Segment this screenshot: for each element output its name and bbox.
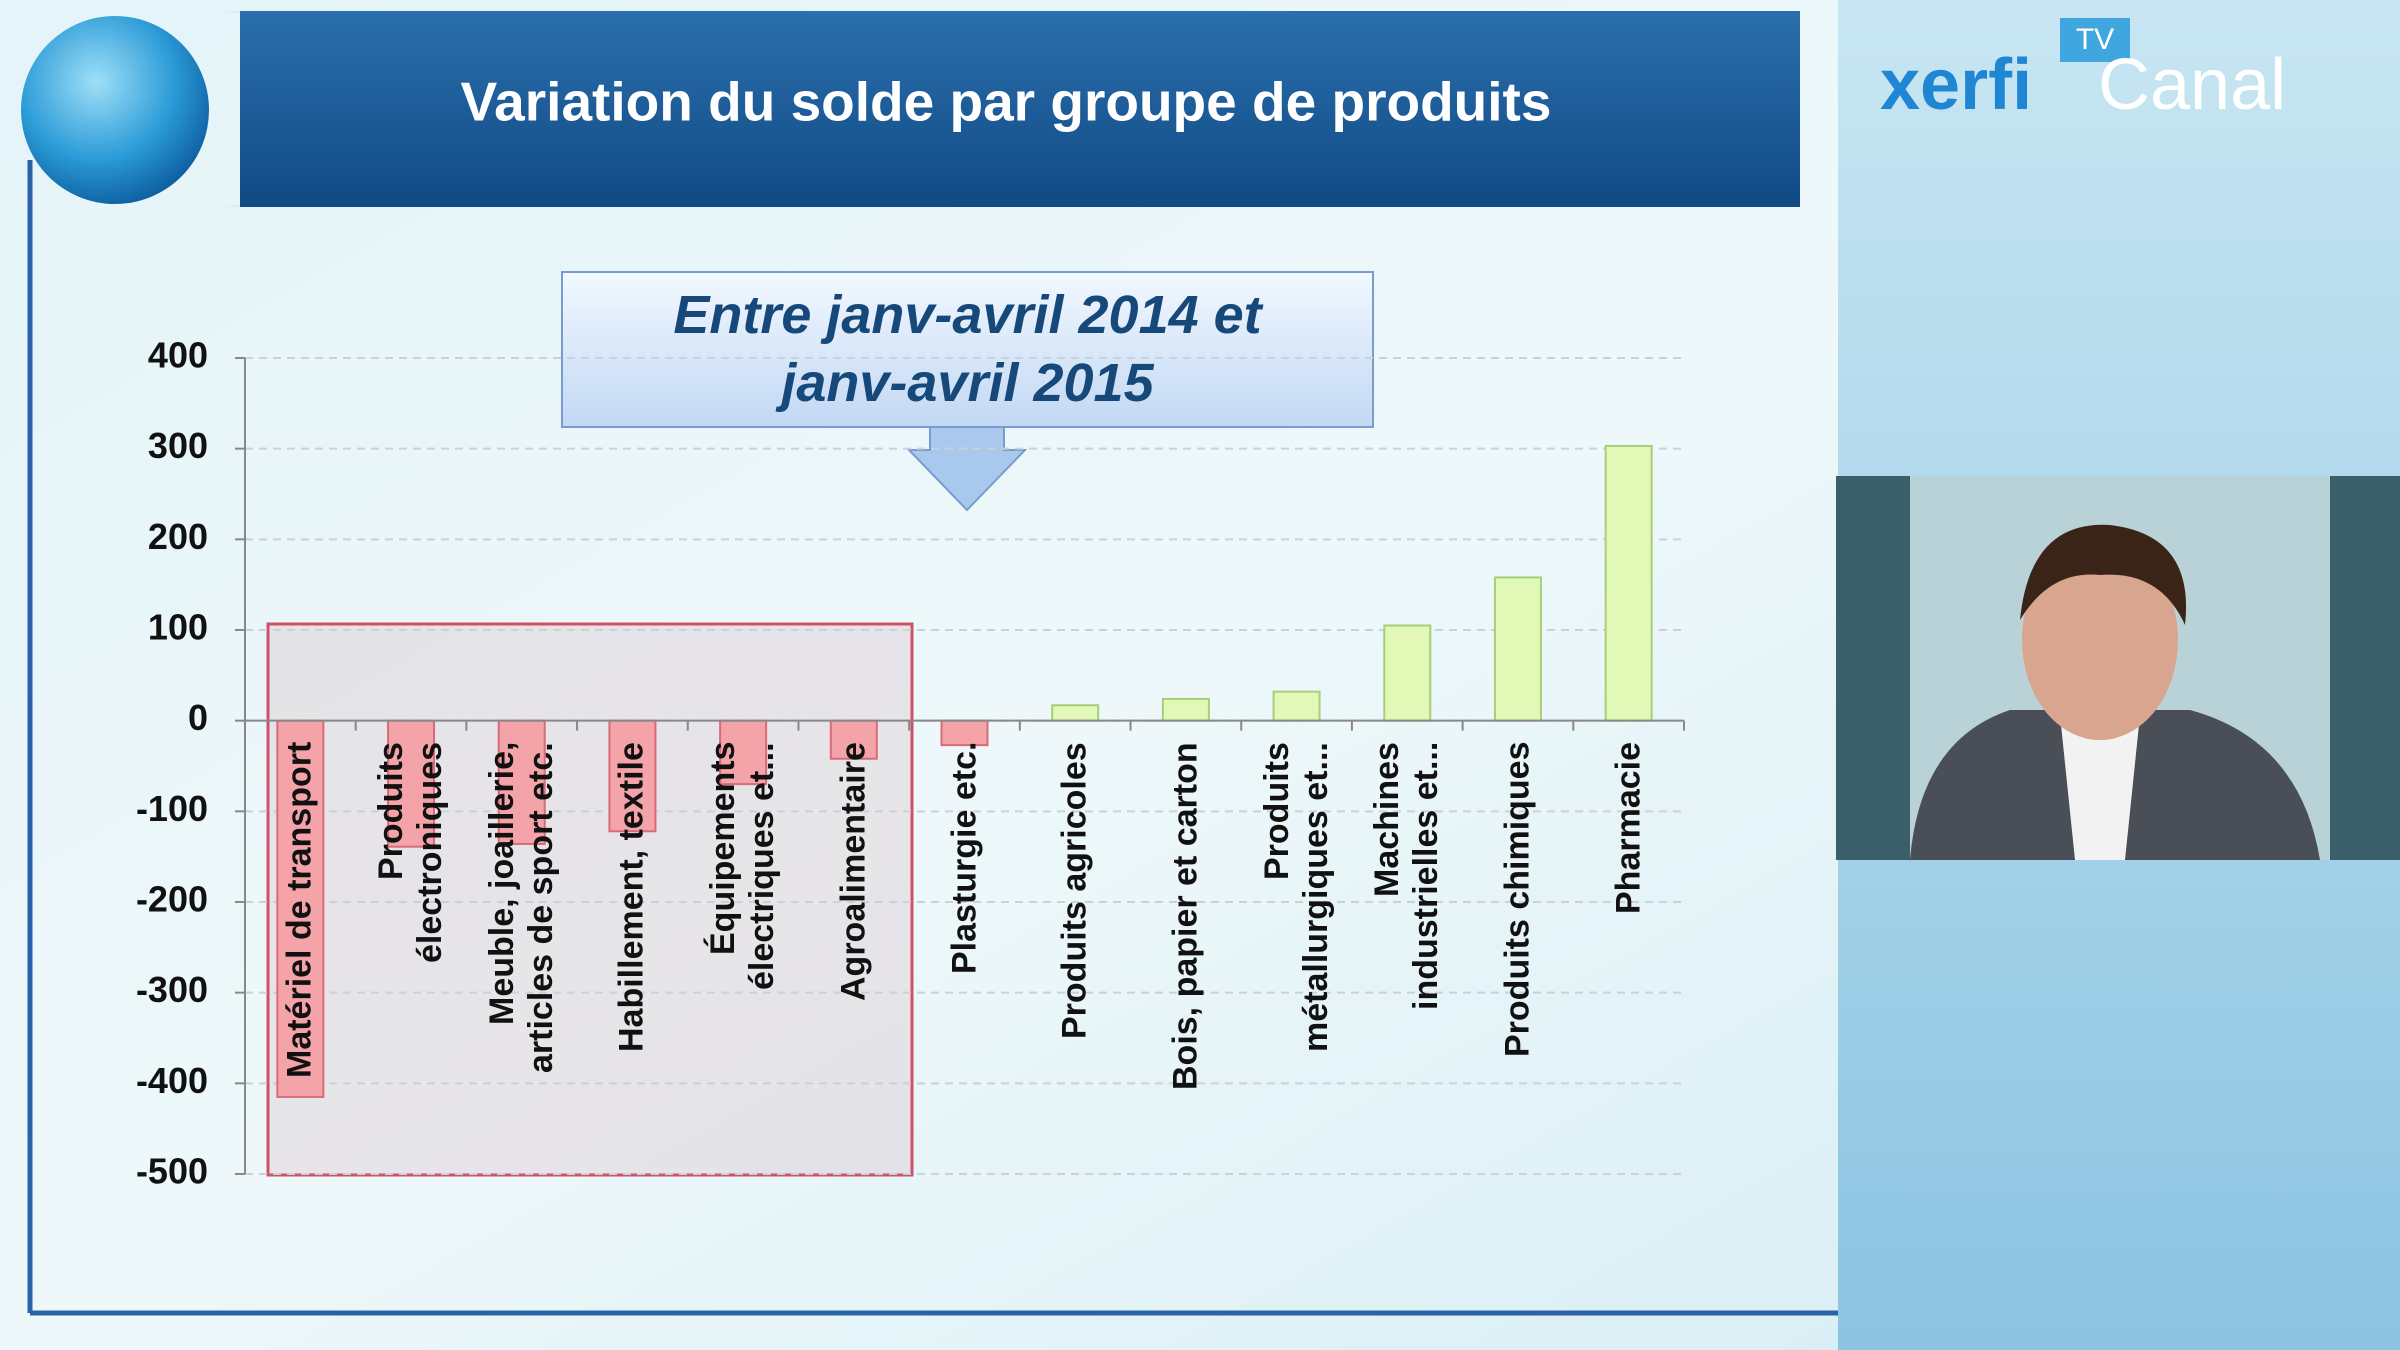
x-tick-label: Pharmacie bbox=[1609, 742, 1648, 914]
bar bbox=[1051, 704, 1100, 722]
x-tick-label: Meuble, joaillerie, articles de sport et… bbox=[482, 742, 560, 1073]
bar bbox=[1493, 576, 1542, 722]
annotation: Entre janv-avril 2014 et janv-avril 2015 bbox=[673, 285, 1262, 413]
x-tick-label: Produits agricoles bbox=[1055, 742, 1094, 1039]
y-tick-label: 300 bbox=[148, 425, 208, 466]
bar bbox=[276, 719, 325, 1098]
title-banner bbox=[240, 11, 1800, 207]
logo-badge-box bbox=[2060, 18, 2130, 62]
x-tick-label: Bois, papier et carton bbox=[1166, 742, 1205, 1090]
frame-line bbox=[27, 160, 1838, 1316]
bar bbox=[1272, 690, 1321, 722]
y-tick-label: 200 bbox=[148, 516, 208, 557]
logo-channel: Canal bbox=[2098, 45, 2286, 125]
x-tick-label: Produits électroniques bbox=[371, 742, 450, 964]
bar bbox=[387, 719, 436, 848]
bar bbox=[608, 719, 657, 833]
logo-brand: xerfi bbox=[1880, 45, 2032, 125]
y-tick-label: 0 bbox=[188, 697, 208, 738]
bar bbox=[1604, 444, 1653, 722]
bar bbox=[1161, 697, 1210, 722]
globe bbox=[21, 16, 209, 204]
x-tick-label: Habillement, textile bbox=[612, 742, 651, 1052]
annotation-box bbox=[561, 271, 1374, 428]
logo-badge: TV bbox=[2076, 23, 2114, 56]
y-tick-label: -300 bbox=[136, 969, 208, 1010]
x-tick-label: Plasturgie etc. bbox=[944, 742, 983, 975]
y-tick-label: -500 bbox=[136, 1151, 208, 1192]
y-tick-label: 100 bbox=[148, 607, 208, 648]
presenter-shirt bbox=[2060, 715, 2140, 860]
bar bbox=[1383, 624, 1432, 722]
chart-title: Variation du solde par groupe de produit… bbox=[461, 71, 1552, 133]
y-tick-label: 400 bbox=[148, 335, 208, 376]
y-tick-label: -400 bbox=[136, 1060, 208, 1101]
x-tick-label: Équipements électriques et... bbox=[704, 742, 782, 990]
video-inset bbox=[1836, 476, 2400, 860]
annotation-wrap: Entre janv-avril 2014 et janv-avril 2015 bbox=[673, 285, 1262, 413]
y-tick-label: -100 bbox=[136, 788, 208, 829]
x-tick-label: Produits chimiques bbox=[1498, 742, 1537, 1058]
x-tick-label: Agroalimentaire bbox=[834, 742, 873, 1001]
x-tick-label: Produits métallurgiques et... bbox=[1257, 742, 1335, 1052]
bar bbox=[497, 719, 546, 845]
highlight-box bbox=[266, 622, 914, 1177]
presenter-head bbox=[2022, 540, 2178, 740]
presenter-hair bbox=[2020, 524, 2187, 625]
bar bbox=[719, 719, 768, 786]
x-tick-label: Machines industrielles et... bbox=[1368, 742, 1446, 1011]
x-tick-label: Matériel de transport bbox=[280, 742, 319, 1079]
y-tick-label: -200 bbox=[136, 879, 208, 920]
